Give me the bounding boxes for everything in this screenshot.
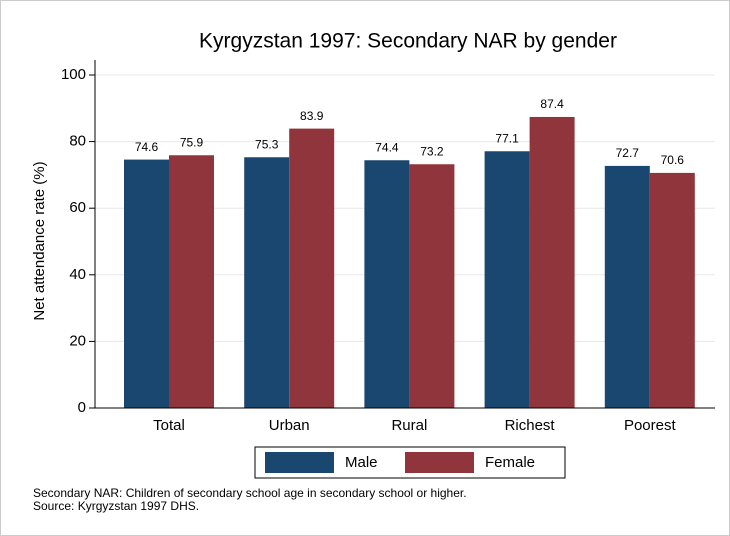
x-tick-label: Richest (505, 417, 556, 434)
x-tick-label: Total (153, 417, 185, 434)
value-label: 75.3 (255, 137, 279, 151)
value-label: 70.6 (661, 153, 685, 167)
value-label: 77.1 (495, 131, 519, 145)
legend-swatch (265, 452, 334, 473)
legend-swatch (405, 452, 474, 473)
bar (169, 155, 214, 408)
bar (484, 151, 530, 408)
value-label: 74.6 (135, 140, 159, 154)
legend-label: Male (345, 454, 378, 471)
value-label: 83.9 (300, 109, 324, 123)
bar (364, 160, 410, 408)
bar (649, 172, 695, 408)
y-tick-label: 80 (69, 133, 86, 150)
y-tick-label: 20 (69, 332, 86, 349)
x-tick-label: Urban (269, 417, 310, 434)
y-tick-label: 60 (69, 199, 86, 216)
x-tick-label: Poorest (624, 417, 677, 434)
bar (409, 164, 455, 408)
bar (244, 157, 290, 408)
x-tick-label: Rural (391, 417, 427, 434)
y-tick-label: 100 (61, 66, 86, 83)
value-label: 73.2 (420, 144, 444, 158)
y-tick-label: 0 (78, 399, 86, 416)
value-label: 74.4 (375, 140, 399, 154)
value-label: 87.4 (540, 97, 564, 111)
legend-label: Female (485, 454, 535, 471)
note: Secondary NAR: Children of secondary sch… (33, 486, 467, 500)
bar (289, 128, 335, 408)
value-label: 75.9 (180, 135, 204, 149)
chart-title: Kyrgyzstan 1997: Secondary NAR by gender (199, 30, 617, 53)
bar (124, 159, 169, 408)
y-tick-label: 40 (69, 266, 86, 283)
bar (604, 165, 650, 408)
y-axis-label: Net attendance rate (%) (31, 161, 48, 320)
note: Source: Kyrgyzstan 1997 DHS. (33, 499, 199, 513)
bar (529, 116, 575, 408)
value-label: 72.7 (616, 146, 640, 160)
